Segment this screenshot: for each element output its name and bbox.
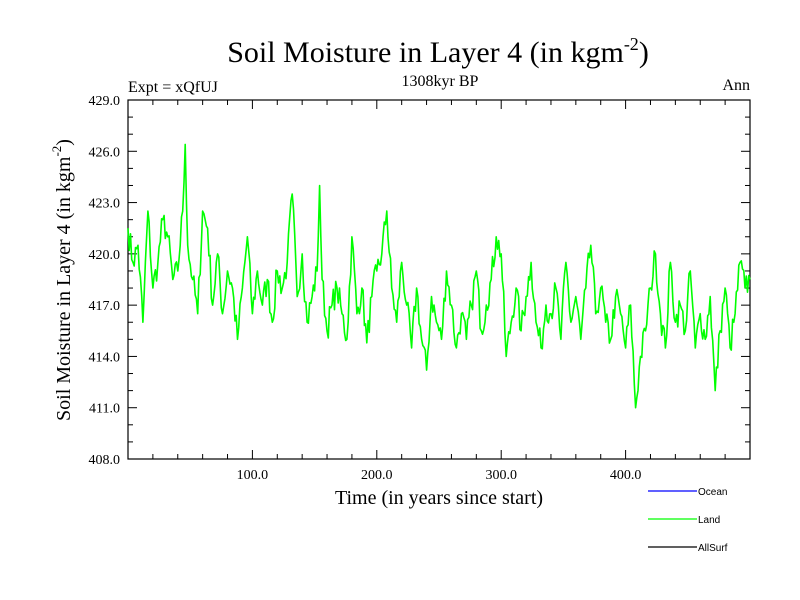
x-tick-label: 300.0 [485,468,517,483]
series-layer [127,143,751,409]
y-tick-label: 414.0 [89,350,121,365]
season-label: Ann [722,77,750,94]
y-tick-label: 417.0 [89,299,121,314]
legend-ocean-label: Ocean [698,487,727,498]
y-tick-label: 408.0 [89,453,121,468]
legend: Ocean Land AllSurf [648,487,728,554]
x-tick-label: 400.0 [610,468,642,483]
y-axis-label: Soil Moisture in Layer 4 (in kgm-2) [49,139,75,421]
legend-land-label: Land [698,515,720,526]
y-tick-label: 429.0 [89,94,121,109]
x-axis-ticks: 100.0 200.0 300.0 400.0 [152,100,726,483]
y-tick-label: 423.0 [89,197,121,212]
x-axis-label: Time (in years since start) [335,487,543,509]
y-tick-label: 426.0 [89,145,121,160]
y-axis-ticks: 408.0 411.0 414.0 417.0 420.0 423.0 426.0 429.0 [89,94,750,468]
experiment-label: Expt = xQfUJ [128,79,218,96]
legend-allsurf-label: AllSurf [698,543,728,554]
y-tick-label: 420.0 [89,248,121,263]
chart-title: Soil Moisture in Layer 4 (in kgm-2) [227,34,649,69]
x-tick-label: 100.0 [237,468,269,483]
series-line-land [127,143,751,409]
period-label: 1308kyr BP [402,73,479,90]
y-tick-label: 411.0 [89,402,120,417]
x-tick-label: 200.0 [361,468,393,483]
